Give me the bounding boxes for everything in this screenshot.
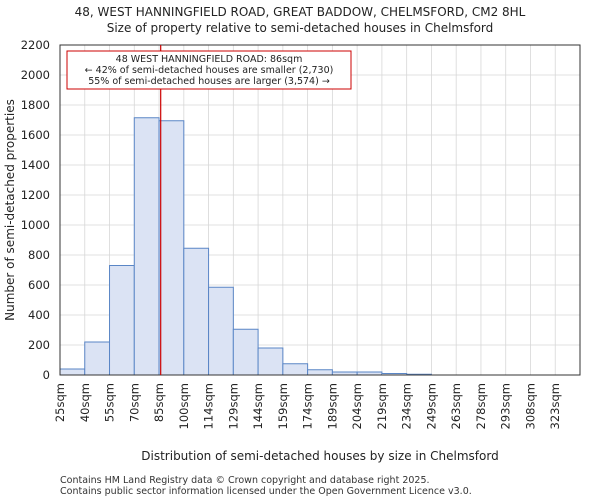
histogram-bar (133, 117, 160, 376)
x-tick-label: 70sqm (127, 383, 141, 422)
x-tick-label: 25sqm (53, 383, 67, 422)
y-tick-label: 0 (43, 368, 50, 382)
histogram-bar (257, 347, 284, 376)
chart-title-line2: Size of property relative to semi-detach… (107, 21, 494, 35)
annotation-frame (66, 50, 352, 90)
x-tick-label: 293sqm (499, 383, 513, 429)
y-tick-label: 1600 (21, 128, 50, 142)
x-tick-label: 100sqm (177, 383, 191, 429)
x-tick-label: 278sqm (474, 383, 488, 429)
x-tick-label: 40sqm (78, 383, 92, 422)
histogram-bar (84, 341, 111, 376)
y-tick-label: 2000 (21, 68, 50, 82)
y-tick-label: 400 (28, 308, 50, 322)
x-tick-label: 219sqm (375, 383, 389, 429)
x-axis-label: Distribution of semi-detached houses by … (141, 449, 498, 463)
y-tick-label: 1000 (21, 218, 50, 232)
x-tick-label: 234sqm (400, 383, 414, 429)
y-tick-label: 600 (28, 278, 50, 292)
histogram-bar (59, 368, 86, 376)
y-axis-label: Number of semi-detached properties (3, 99, 17, 321)
plot-frame (59, 44, 581, 376)
x-tick-label: 263sqm (449, 383, 463, 429)
histogram-bar (158, 120, 185, 376)
histogram-bar (109, 265, 135, 376)
annotation-line1: 48 WEST HANNINGFIELD ROAD: 86sqm (116, 54, 303, 65)
y-axis-ticks: 0 200 400 600 800 1000 1200 1400 1600 1800 2000 220… (21, 38, 50, 382)
histogram-bar (183, 247, 210, 376)
histogram-bar (282, 363, 309, 376)
chart-title-line1: 48, WEST HANNINGFIELD ROAD, GREAT BADDOW… (75, 5, 526, 19)
x-tick-label: 144sqm (251, 383, 265, 429)
bars (59, 117, 432, 376)
annotation-line2: ← 42% of semi-detached houses are smalle… (85, 65, 334, 76)
footer-line2: Contains public sector information licen… (60, 486, 472, 497)
x-tick-label: 174sqm (301, 383, 315, 429)
x-tick-label: 308sqm (523, 383, 537, 429)
x-tick-label: 114sqm (202, 383, 216, 429)
x-tick-label: 159sqm (276, 383, 290, 429)
annotation-box: 48 WEST HANNINGFIELD ROAD: 86sqm ← 42% o… (66, 50, 352, 90)
x-tick-label: 55sqm (103, 383, 117, 422)
y-tick-label: 200 (28, 338, 50, 352)
histogram-bar (208, 286, 234, 376)
x-tick-label: 129sqm (226, 383, 240, 429)
histogram-bar (232, 328, 259, 376)
x-tick-label: 249sqm (424, 383, 438, 429)
x-tick-label: 85sqm (152, 383, 166, 422)
y-tick-label: 1400 (21, 158, 50, 172)
x-tick-label: 189sqm (325, 383, 339, 429)
footer-line1: Contains HM Land Registry data © Crown c… (60, 475, 430, 486)
x-tick-label: 323sqm (548, 383, 562, 429)
histogram-bar (307, 369, 333, 376)
annotation-line3: 55% of semi-detached houses are larger (… (88, 76, 330, 87)
y-tick-label: 1800 (21, 98, 50, 112)
y-tick-label: 1200 (21, 188, 50, 202)
x-axis-ticks: 25sqm 40sqm 55sqm 70sqm 85sqm 100sqm 114sqm 129… (53, 383, 562, 429)
y-tick-label: 800 (28, 248, 50, 262)
x-tick-label: 204sqm (350, 383, 364, 429)
y-tick-label: 2200 (21, 38, 50, 52)
